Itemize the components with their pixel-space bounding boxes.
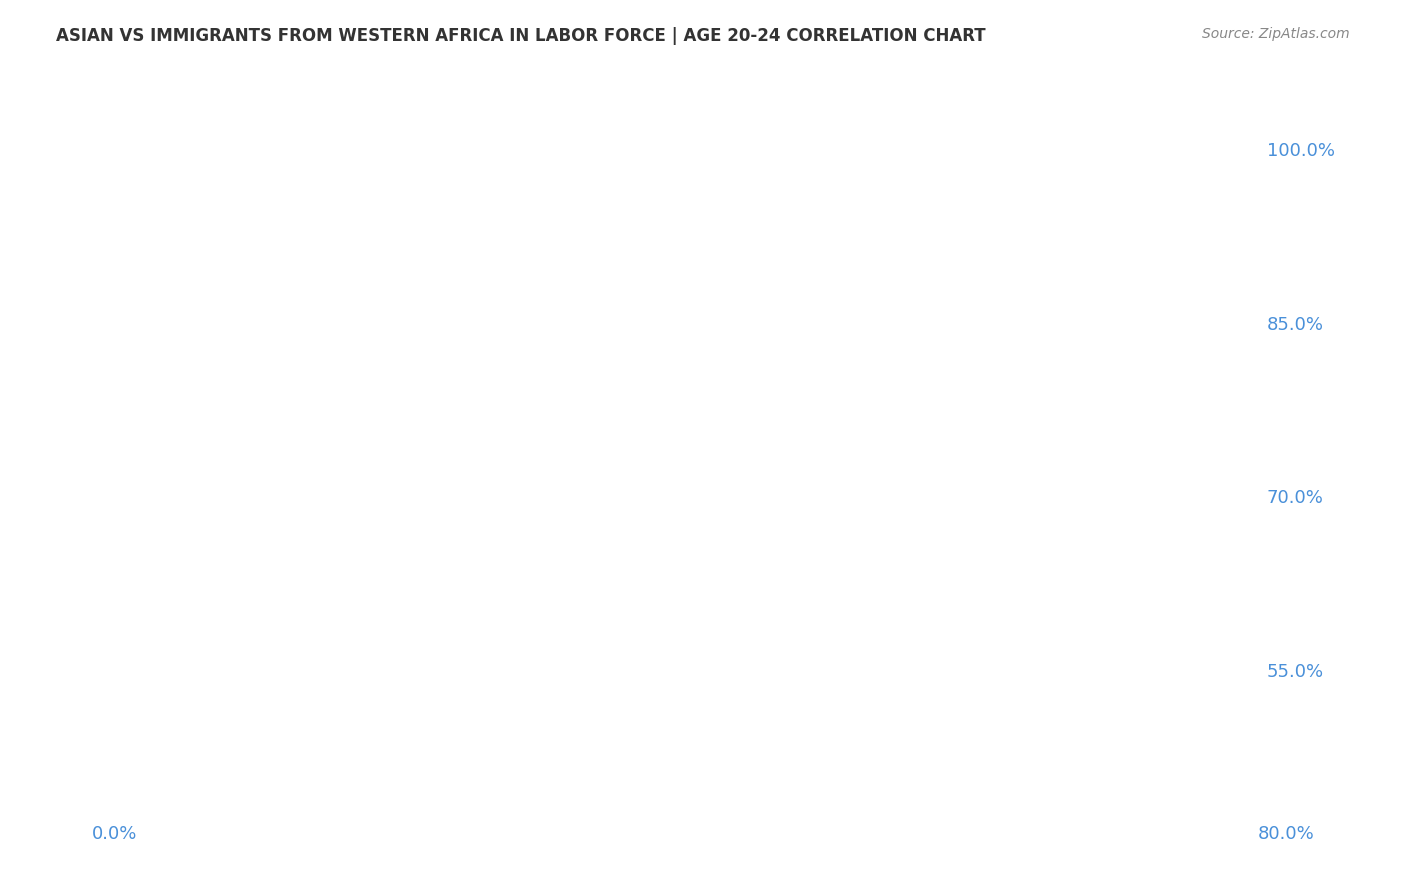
Text: Source: ZipAtlas.com: Source: ZipAtlas.com	[1202, 27, 1350, 41]
Text: 80.0%: 80.0%	[1258, 825, 1315, 843]
Text: 0.0%: 0.0%	[91, 825, 136, 843]
Text: ASIAN VS IMMIGRANTS FROM WESTERN AFRICA IN LABOR FORCE | AGE 20-24 CORRELATION C: ASIAN VS IMMIGRANTS FROM WESTERN AFRICA …	[56, 27, 986, 45]
